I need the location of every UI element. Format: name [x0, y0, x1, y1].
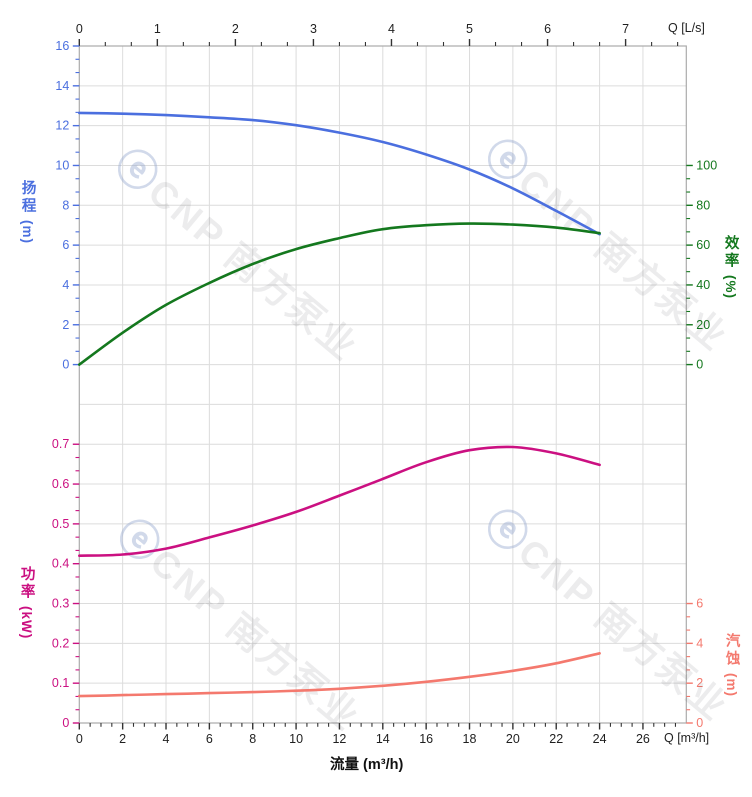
- tick-label: 6: [696, 597, 703, 611]
- tick-label: 60: [696, 238, 710, 252]
- watermark: ⓔCNP 南方泵业: [476, 500, 738, 730]
- tick-label: 0.4: [52, 557, 69, 571]
- tick-label: 16: [419, 732, 433, 746]
- tick-label: 40: [696, 278, 710, 292]
- tick-label: 14: [55, 79, 69, 93]
- axis-title-head-text: 扬程: [19, 180, 36, 215]
- tick-label: 6: [62, 238, 69, 252]
- tick-label: 12: [55, 119, 69, 133]
- bottom-axis-unit-label: Q [m³/h]: [664, 731, 710, 745]
- tick-label: 6: [544, 22, 551, 36]
- tick-label: 7: [622, 22, 629, 36]
- tick-label: 6: [206, 732, 213, 746]
- tick-label: 0.5: [52, 517, 69, 531]
- x-axis-title: 流量 (m³/h): [330, 757, 404, 773]
- tick-label: 2: [696, 676, 703, 690]
- tick-label: 10: [289, 732, 303, 746]
- tick-label: 4: [62, 278, 69, 292]
- watermark: ⓔCNP 南方泵业: [108, 510, 370, 740]
- axis-title-power: 功率 (kW): [14, 566, 38, 639]
- tick-label: 10: [55, 158, 69, 172]
- tick-label: 24: [593, 732, 607, 746]
- tick-label: 18: [463, 732, 477, 746]
- tick-label: 2: [232, 22, 239, 36]
- tick-label: 20: [506, 732, 520, 746]
- tick-label: 26: [636, 732, 650, 746]
- tick-label: 0: [696, 716, 703, 730]
- tick-label: 1: [154, 22, 161, 36]
- tick-label: 100: [696, 158, 717, 172]
- tick-label: 8: [249, 732, 256, 746]
- tick-label: 0: [76, 22, 83, 36]
- axis-title-efficiency-text: 效率: [722, 235, 739, 270]
- tick-label: 5: [466, 22, 473, 36]
- tick-label: 16: [55, 39, 69, 53]
- tick-label: 0.3: [52, 597, 69, 611]
- curve-power: [78, 445, 601, 557]
- tick-label: 14: [376, 732, 390, 746]
- tick-label: 12: [332, 732, 346, 746]
- tick-label: 0: [62, 716, 69, 730]
- tick-label: 4: [696, 636, 703, 650]
- tick-label: 0: [76, 732, 83, 746]
- curve-efficiency: [78, 222, 601, 366]
- tick-label: 8: [62, 198, 69, 212]
- axis-title-npsh-text: 汽蚀: [723, 633, 740, 668]
- curve-head: [78, 111, 601, 236]
- tick-label: 22: [549, 732, 563, 746]
- tick-label: 20: [696, 318, 710, 332]
- tick-label: 80: [696, 198, 710, 212]
- tick-label: 0: [62, 358, 69, 372]
- watermark-text: CNP 南方泵业: [143, 541, 368, 739]
- axis-unit-power: (kW): [19, 606, 35, 640]
- axis-unit-efficiency: (%): [723, 275, 739, 299]
- tick-label: 2: [62, 318, 69, 332]
- tick-label: 4: [163, 732, 170, 746]
- axis-title-npsh: 汽蚀 (m): [719, 633, 743, 697]
- tick-label: 3: [310, 22, 317, 36]
- top-axis-unit-label: Q [L/s]: [668, 21, 705, 35]
- tick-label: 4: [388, 22, 395, 36]
- tick-label: 0.7: [52, 437, 69, 451]
- tick-label: 2: [119, 732, 126, 746]
- tick-label: 0.1: [52, 676, 69, 690]
- axis-title-power-text: 功率: [18, 566, 35, 601]
- axis-unit-head: (m): [20, 220, 36, 244]
- watermark-text: CNP 南方泵业: [511, 161, 736, 359]
- axis-unit-npsh: (m): [724, 673, 740, 697]
- axis-title-efficiency: 效率 (%): [718, 235, 742, 299]
- tick-label: 0.2: [52, 636, 69, 650]
- axis-title-head: 扬程 (m): [15, 180, 39, 244]
- tick-label: 0.6: [52, 477, 69, 491]
- watermark: ⓔCNP 南方泵业: [106, 140, 368, 370]
- tick-label: 0: [696, 358, 703, 372]
- curve-npsh: [78, 652, 601, 698]
- watermark-text: CNP 南方泵业: [511, 531, 736, 729]
